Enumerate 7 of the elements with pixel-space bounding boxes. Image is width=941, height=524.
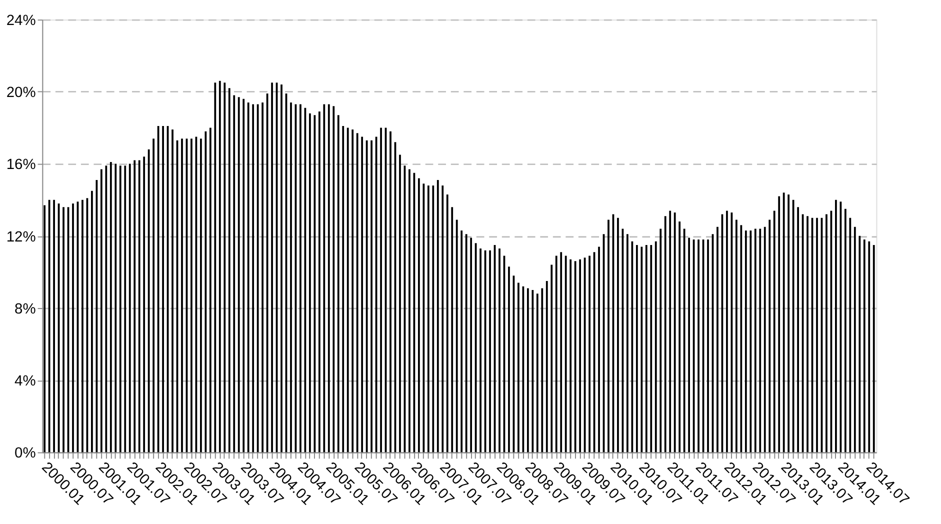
y-tick-label: 24% [6, 12, 36, 29]
y-tick-label: 12% [6, 229, 36, 246]
y-tick-label: 0% [14, 446, 36, 462]
y-tick-label: 4% [14, 374, 36, 390]
y-tick-label: 8% [14, 301, 36, 318]
y-tick-label: 20% [6, 85, 36, 102]
y-tick-label: 16% [6, 157, 36, 174]
